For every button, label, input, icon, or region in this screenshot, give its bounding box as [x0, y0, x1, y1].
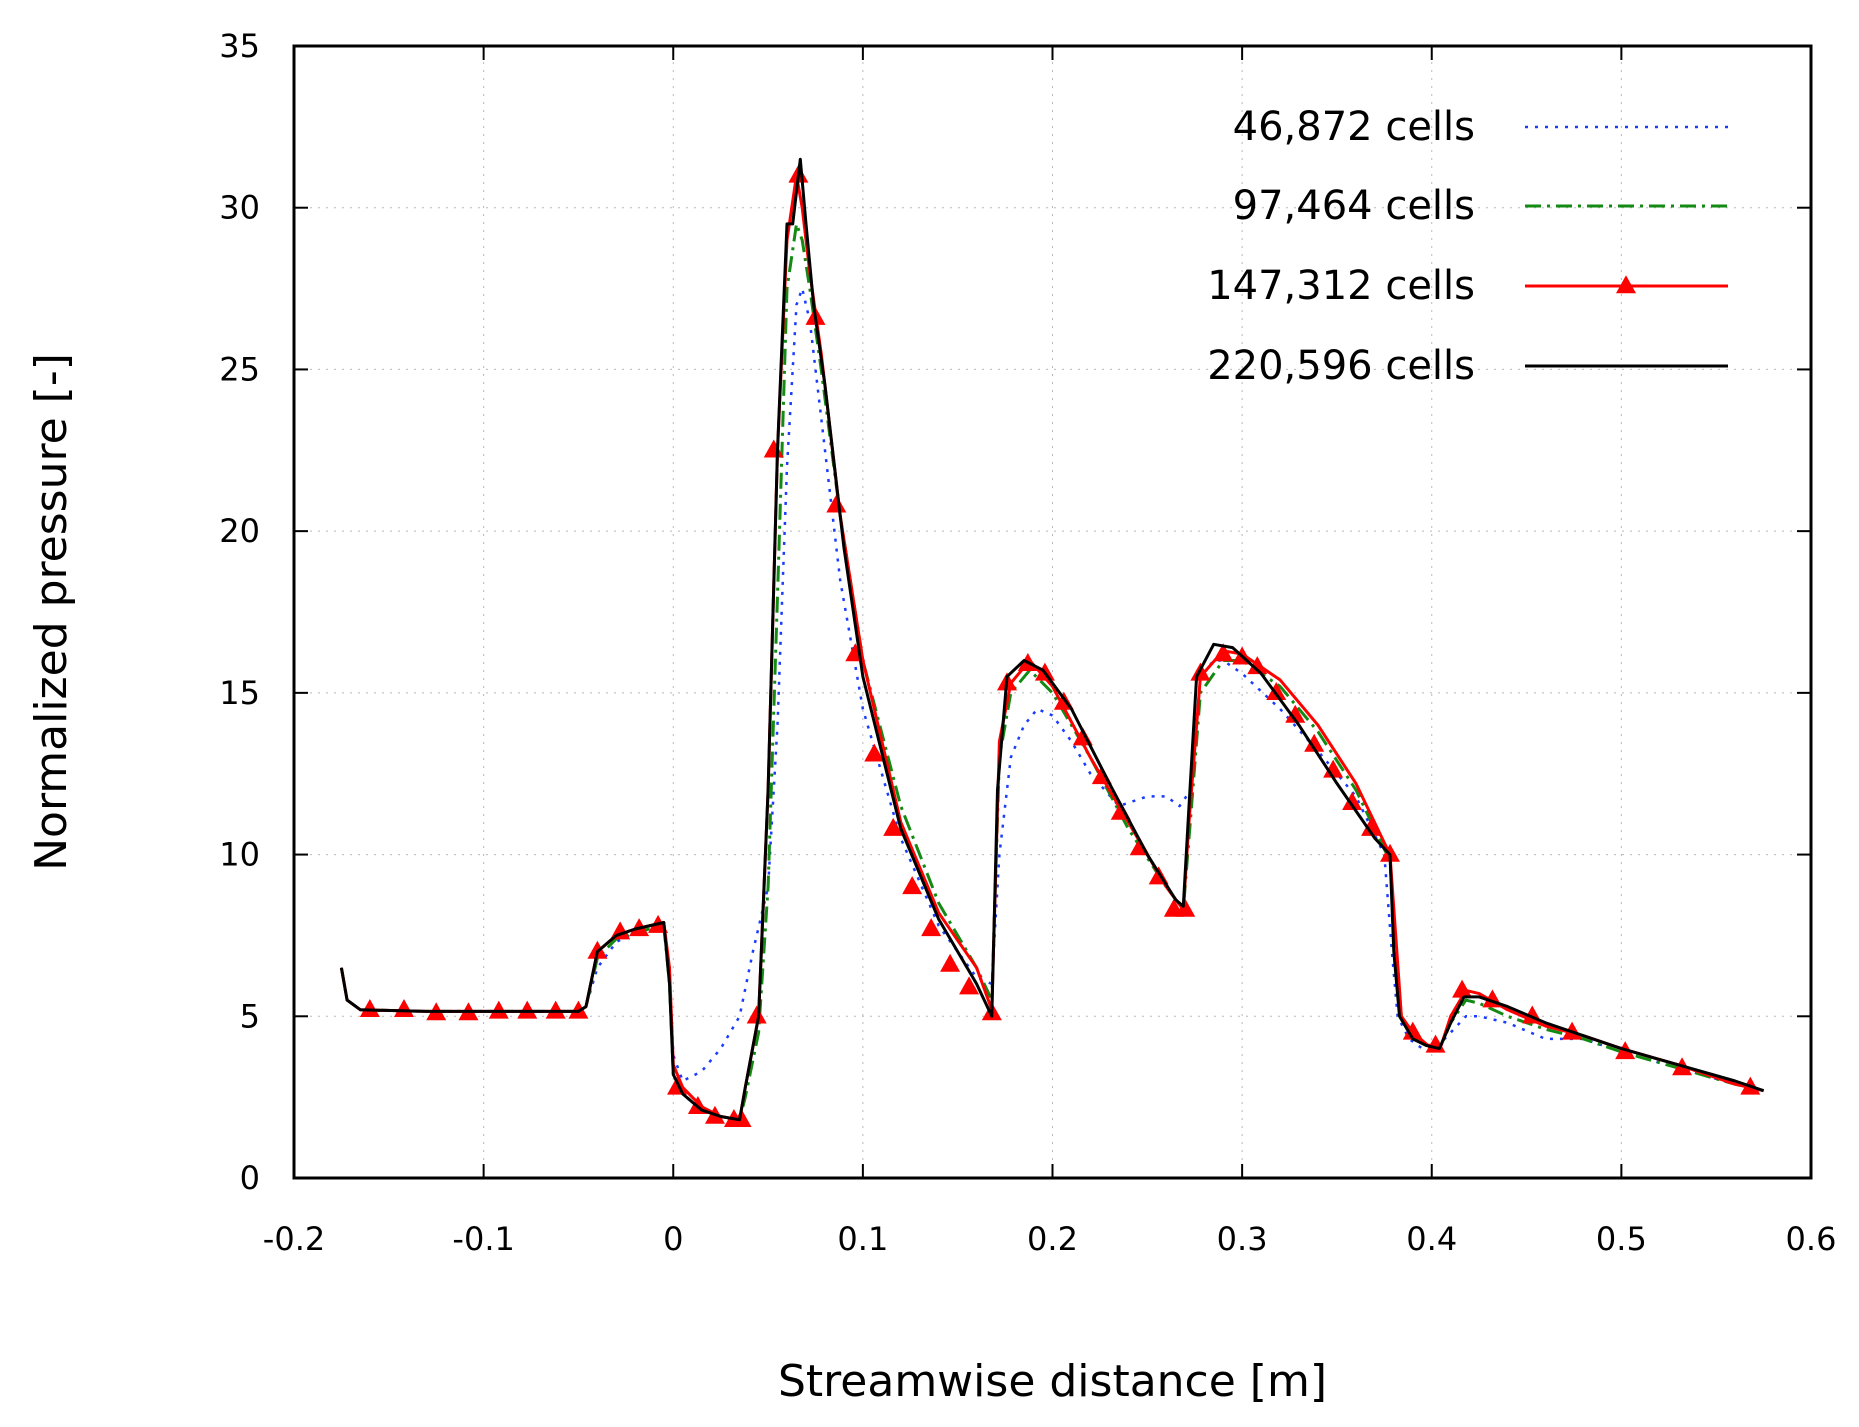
data-point-marker — [1285, 704, 1306, 723]
x-tick-label: 0.3 — [1217, 1220, 1268, 1258]
data-point-marker — [393, 999, 414, 1018]
y-tick-label: 10 — [219, 836, 260, 874]
data-point-marker — [1304, 733, 1325, 752]
data-point-marker — [1452, 979, 1473, 998]
data-point-marker — [902, 876, 923, 895]
data-point-marker — [359, 999, 380, 1018]
legend-label: 46,872 cells — [1233, 104, 1475, 150]
data-point-marker — [517, 1000, 538, 1019]
y-tick-label: 20 — [219, 512, 260, 550]
data-point-marker — [864, 743, 885, 762]
legend-label: 147,312 cells — [1207, 263, 1475, 309]
data-point-marker — [1342, 792, 1363, 811]
series-0 — [340, 287, 1764, 1092]
y-tick-label: 0 — [240, 1159, 260, 1197]
y-axis-title: Normalized pressure [-] — [26, 353, 77, 871]
x-tick-label: 0.5 — [1596, 1220, 1647, 1258]
series-3 — [339, 157, 1765, 1122]
x-tick-label: -0.1 — [452, 1220, 514, 1258]
series-line — [339, 157, 1765, 1122]
grid — [294, 46, 1811, 1178]
data-point-marker — [1213, 643, 1234, 662]
data-point-marker — [1361, 817, 1382, 836]
data-point-marker — [921, 918, 942, 937]
data-point-marker — [731, 1108, 752, 1127]
series-layer — [339, 157, 1765, 1127]
data-point-marker — [1247, 656, 1268, 675]
legend-marker — [1616, 275, 1636, 294]
x-tick-label: 0.2 — [1027, 1220, 1078, 1258]
data-point-marker — [1266, 682, 1287, 701]
x-tick-label: 0 — [663, 1220, 683, 1258]
axis-ticks: -0.2 -0.1 0 0.1 0.2 0.3 0.4 0.5 0.6 0 5 10 15 20 25 30 3… — [219, 27, 1836, 1258]
x-axis-title: Streamwise distance [m] — [778, 1356, 1327, 1407]
data-point-marker — [1175, 898, 1196, 917]
x-tick-label: -0.2 — [263, 1220, 325, 1258]
y-tick-label: 30 — [219, 189, 260, 227]
legend: 46,872 cells 97,464 cells 147,312 cells 220… — [1207, 104, 1728, 389]
series-line — [340, 287, 1764, 1092]
data-point-marker — [940, 953, 961, 972]
x-tick-label: 0.1 — [837, 1220, 888, 1258]
data-point-marker — [1323, 759, 1344, 778]
x-tick-label: 0.6 — [1786, 1220, 1837, 1258]
legend-label: 97,464 cells — [1233, 183, 1475, 229]
y-tick-label: 5 — [240, 997, 260, 1035]
data-point-marker — [545, 1000, 566, 1019]
data-point-marker — [1402, 1021, 1423, 1040]
legend-label: 220,596 cells — [1207, 343, 1475, 389]
y-tick-label: 35 — [219, 27, 260, 65]
data-point-marker — [746, 1005, 767, 1024]
data-point-marker — [959, 976, 980, 995]
y-tick-label: 15 — [219, 674, 260, 712]
data-point-marker — [488, 1000, 509, 1019]
data-point-marker — [826, 494, 847, 513]
x-tick-label: 0.4 — [1406, 1220, 1457, 1258]
y-tick-label: 25 — [219, 350, 260, 388]
data-point-marker — [883, 817, 904, 836]
